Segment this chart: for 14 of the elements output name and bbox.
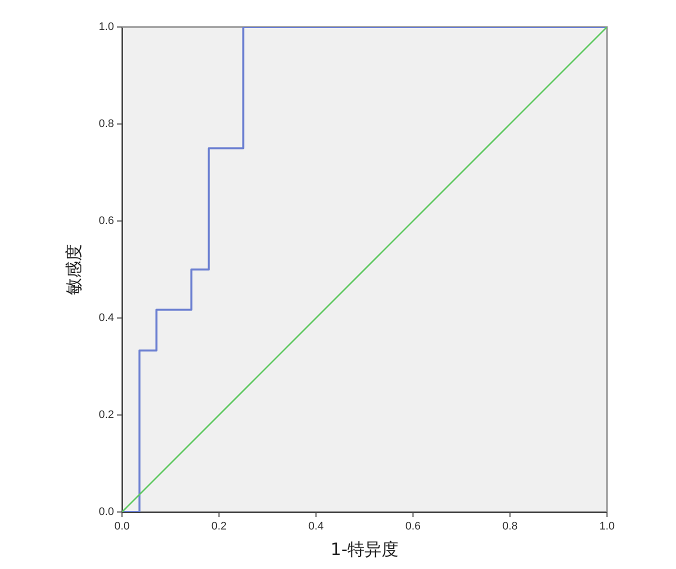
y-tick-label: 0.4 [98, 312, 114, 324]
y-tick-label: 0.6 [98, 215, 114, 228]
x-tick-label: 0.6 [405, 520, 421, 533]
y-tick-label: 1.0 [98, 21, 114, 34]
x-tick-label: 0.8 [502, 520, 518, 533]
x-tick-label: 0.2 [211, 520, 227, 533]
x-tick-label: 0.0 [114, 520, 130, 533]
y-tick-label: 0.0 [98, 506, 114, 518]
x-axis-title: 1-特异度 [330, 540, 398, 560]
x-tick-label: 0.4 [308, 520, 324, 533]
x-tick-label: 1.0 [599, 520, 615, 533]
y-axis-title: 敏感度 [64, 244, 85, 295]
y-tick-label: 0.2 [98, 409, 114, 422]
y-tick-label: 0.8 [98, 118, 114, 130]
